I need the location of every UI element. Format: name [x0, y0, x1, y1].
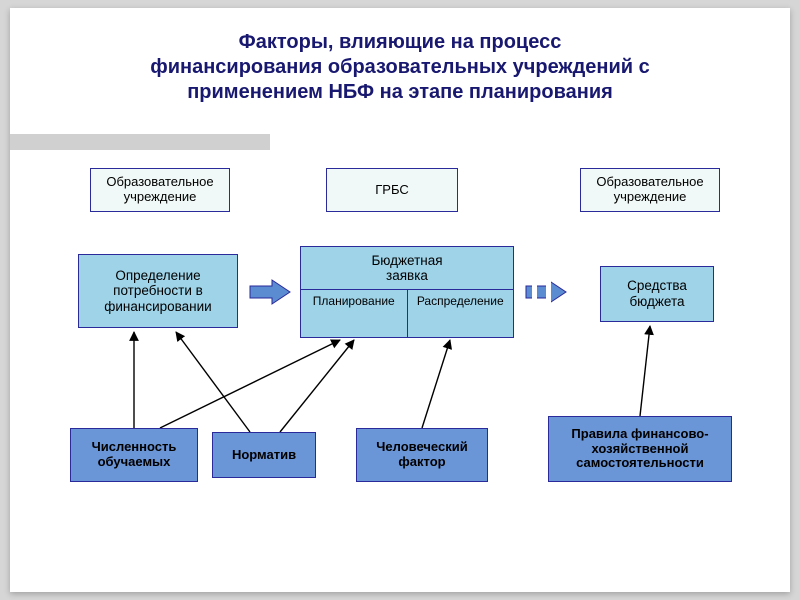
top-box-grbs: ГРБС [326, 168, 458, 212]
arrow-a-norm-to-need [176, 332, 250, 432]
top-box-edu-left: Образовательное учреждение [90, 168, 230, 212]
arrow-a-norm-to-plan [280, 340, 354, 432]
factor-box-human: Человеческий фактор [356, 428, 488, 482]
arrow-a-count-to-plan [160, 340, 340, 428]
factor-box-rules: Правила финансово- хозяйственной самосто… [548, 416, 732, 482]
budget-cell-1: Распределение [407, 289, 514, 337]
budget-request-box: Бюджетная заявкаПланированиеРаспределени… [300, 246, 514, 338]
block-arrow-arr-need-to-budget [250, 280, 290, 304]
budget-cell-0: Планирование [301, 289, 407, 337]
mid-box-budget-funds: Средства бюджета [600, 266, 714, 322]
mid-box-need-def: Определение потребности в финансировании [78, 254, 238, 328]
factor-box-count: Численность обучаемых [70, 428, 198, 482]
arrow-a-human-to-dist [422, 340, 450, 428]
factor-box-normative: Норматив [212, 432, 316, 478]
slide: Факторы, влияющие на процесс финансирова… [10, 8, 790, 592]
arrow-a-rules-to-funds [640, 326, 650, 416]
top-box-edu-right: Образовательное учреждение [580, 168, 720, 212]
budget-request-title: Бюджетная заявка [301, 247, 513, 289]
block-arrow-arr-budget-to-funds [526, 279, 566, 305]
